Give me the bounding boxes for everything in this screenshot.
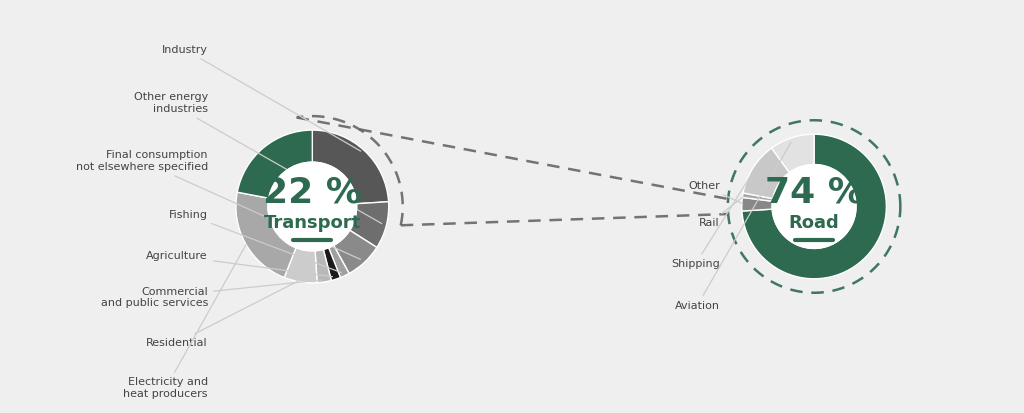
Wedge shape <box>238 130 312 198</box>
Text: Rail: Rail <box>699 197 742 228</box>
Wedge shape <box>772 134 814 173</box>
Text: Shipping: Shipping <box>671 171 754 269</box>
Wedge shape <box>742 193 773 201</box>
Wedge shape <box>743 148 790 199</box>
Text: 74 %: 74 % <box>765 176 863 209</box>
Circle shape <box>268 162 356 251</box>
Circle shape <box>772 164 856 248</box>
Text: 22 %: 22 % <box>263 176 361 209</box>
Text: Other: Other <box>688 181 741 203</box>
Text: Final consumption
not elsewhere specified: Final consumption not elsewhere specifie… <box>76 150 360 259</box>
Text: Residential: Residential <box>146 281 298 348</box>
Wedge shape <box>742 134 887 279</box>
Wedge shape <box>285 248 317 283</box>
Text: Aviation: Aviation <box>675 142 791 311</box>
Wedge shape <box>741 197 772 211</box>
Wedge shape <box>315 249 332 283</box>
Text: Transport: Transport <box>264 214 360 232</box>
Text: Road: Road <box>788 214 840 232</box>
Wedge shape <box>334 230 377 273</box>
Wedge shape <box>324 248 340 280</box>
Wedge shape <box>329 245 349 278</box>
Text: Fishing: Fishing <box>169 210 341 273</box>
Wedge shape <box>312 130 388 204</box>
Text: Commercial
and public services: Commercial and public services <box>100 280 322 308</box>
Text: Agriculture: Agriculture <box>146 251 333 277</box>
Text: Industry: Industry <box>162 45 360 151</box>
Wedge shape <box>350 202 389 247</box>
Text: Electricity and
heat producers: Electricity and heat producers <box>124 244 246 399</box>
Wedge shape <box>236 192 296 278</box>
Text: Other energy
industries: Other energy industries <box>134 93 382 223</box>
